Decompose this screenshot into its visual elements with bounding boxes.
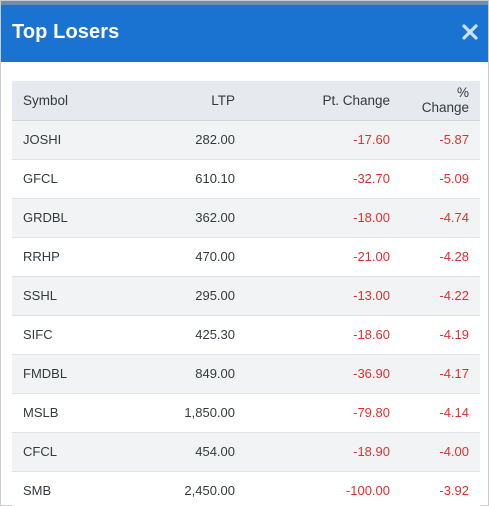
top-strip xyxy=(1,1,488,5)
cell-pt-change: -100.00 xyxy=(345,483,390,498)
losers-table: Symbol LTP Pt. Change % Change JOSHI 282… xyxy=(12,81,480,506)
table-row[interactable]: SSHL 295.00 -13.00 -4.22 xyxy=(12,276,480,315)
cell-pt-change: -79.80 xyxy=(353,405,390,420)
cell-pct-change: -4.14 xyxy=(439,405,469,420)
cell-ltp: 2,450.00 xyxy=(184,483,235,498)
table-row[interactable]: JOSHI 282.00 -17.60 -5.87 xyxy=(12,120,480,159)
table-row[interactable]: GFCL 610.10 -32.70 -5.09 xyxy=(12,159,480,198)
cell-pct-change: -4.00 xyxy=(439,444,469,459)
table-row[interactable]: SMB 2,450.00 -100.00 -3.92 xyxy=(12,471,480,506)
cell-ltp: 454.00 xyxy=(195,444,235,459)
close-icon[interactable] xyxy=(461,23,479,41)
cell-pct-change: -4.19 xyxy=(439,327,469,342)
cell-pct-change: -4.22 xyxy=(439,288,469,303)
cell-pct-change: -4.74 xyxy=(439,210,469,225)
cell-pt-change: -21.00 xyxy=(353,249,390,264)
cell-pt-change: -13.00 xyxy=(353,288,390,303)
cell-symbol[interactable]: SMB xyxy=(23,483,52,498)
cell-ltp: 849.00 xyxy=(195,366,235,381)
cell-symbol[interactable]: FMDBL xyxy=(23,366,68,381)
losers-table-wrap: Symbol LTP Pt. Change % Change JOSHI 282… xyxy=(12,81,480,506)
close-icon-glyph xyxy=(462,24,478,40)
cell-symbol[interactable]: RRHP xyxy=(23,249,60,264)
cell-pt-change: -36.90 xyxy=(353,366,390,381)
cell-ltp: 470.00 xyxy=(195,249,235,264)
cell-symbol[interactable]: SIFC xyxy=(23,327,53,342)
cell-ltp: 610.10 xyxy=(195,171,235,186)
table-row[interactable]: MSLB 1,850.00 -79.80 -4.14 xyxy=(12,393,480,432)
cell-symbol[interactable]: JOSHI xyxy=(23,132,62,147)
table-row[interactable]: SIFC 425.30 -18.60 -4.19 xyxy=(12,315,480,354)
column-header-pt-change[interactable]: Pt. Change xyxy=(246,81,401,121)
cell-pct-change: -3.92 xyxy=(439,483,469,498)
cell-symbol[interactable]: GRDBL xyxy=(23,210,68,225)
cell-pct-change: -4.17 xyxy=(439,366,469,381)
table-row[interactable]: FMDBL 849.00 -36.90 -4.17 xyxy=(12,354,480,393)
panel-title: Top Losers xyxy=(12,21,120,43)
cell-pct-change: -5.87 xyxy=(439,132,469,147)
cell-symbol[interactable]: CFCL xyxy=(23,444,57,459)
cell-symbol[interactable]: SSHL xyxy=(23,288,57,303)
cell-ltp: 425.30 xyxy=(195,327,235,342)
cell-pt-change: -18.90 xyxy=(353,444,390,459)
table-row[interactable]: CFCL 454.00 -18.90 -4.00 xyxy=(12,432,480,471)
cell-symbol[interactable]: GFCL xyxy=(23,171,58,186)
cell-pct-change: -4.28 xyxy=(439,249,469,264)
cell-pt-change: -17.60 xyxy=(353,132,390,147)
cell-pct-change: -5.09 xyxy=(439,171,469,186)
column-header-symbol[interactable]: Symbol xyxy=(12,81,124,121)
table-header-row: Symbol LTP Pt. Change % Change xyxy=(12,81,480,121)
cell-pt-change: -18.00 xyxy=(353,210,390,225)
cell-ltp: 282.00 xyxy=(195,132,235,147)
cell-pt-change: -32.70 xyxy=(353,171,390,186)
panel-header: Top Losers xyxy=(1,5,488,62)
table-row[interactable]: RRHP 470.00 -21.00 -4.28 xyxy=(12,237,480,276)
table-row[interactable]: GRDBL 362.00 -18.00 -4.74 xyxy=(12,198,480,237)
cell-ltp: 362.00 xyxy=(195,210,235,225)
column-header-ltp[interactable]: LTP xyxy=(124,81,246,121)
cell-symbol[interactable]: MSLB xyxy=(23,405,59,420)
cell-pt-change: -18.60 xyxy=(353,327,390,342)
cell-ltp: 1,850.00 xyxy=(184,405,235,420)
cell-ltp: 295.00 xyxy=(195,288,235,303)
column-header-pct-change[interactable]: % Change xyxy=(401,81,480,121)
